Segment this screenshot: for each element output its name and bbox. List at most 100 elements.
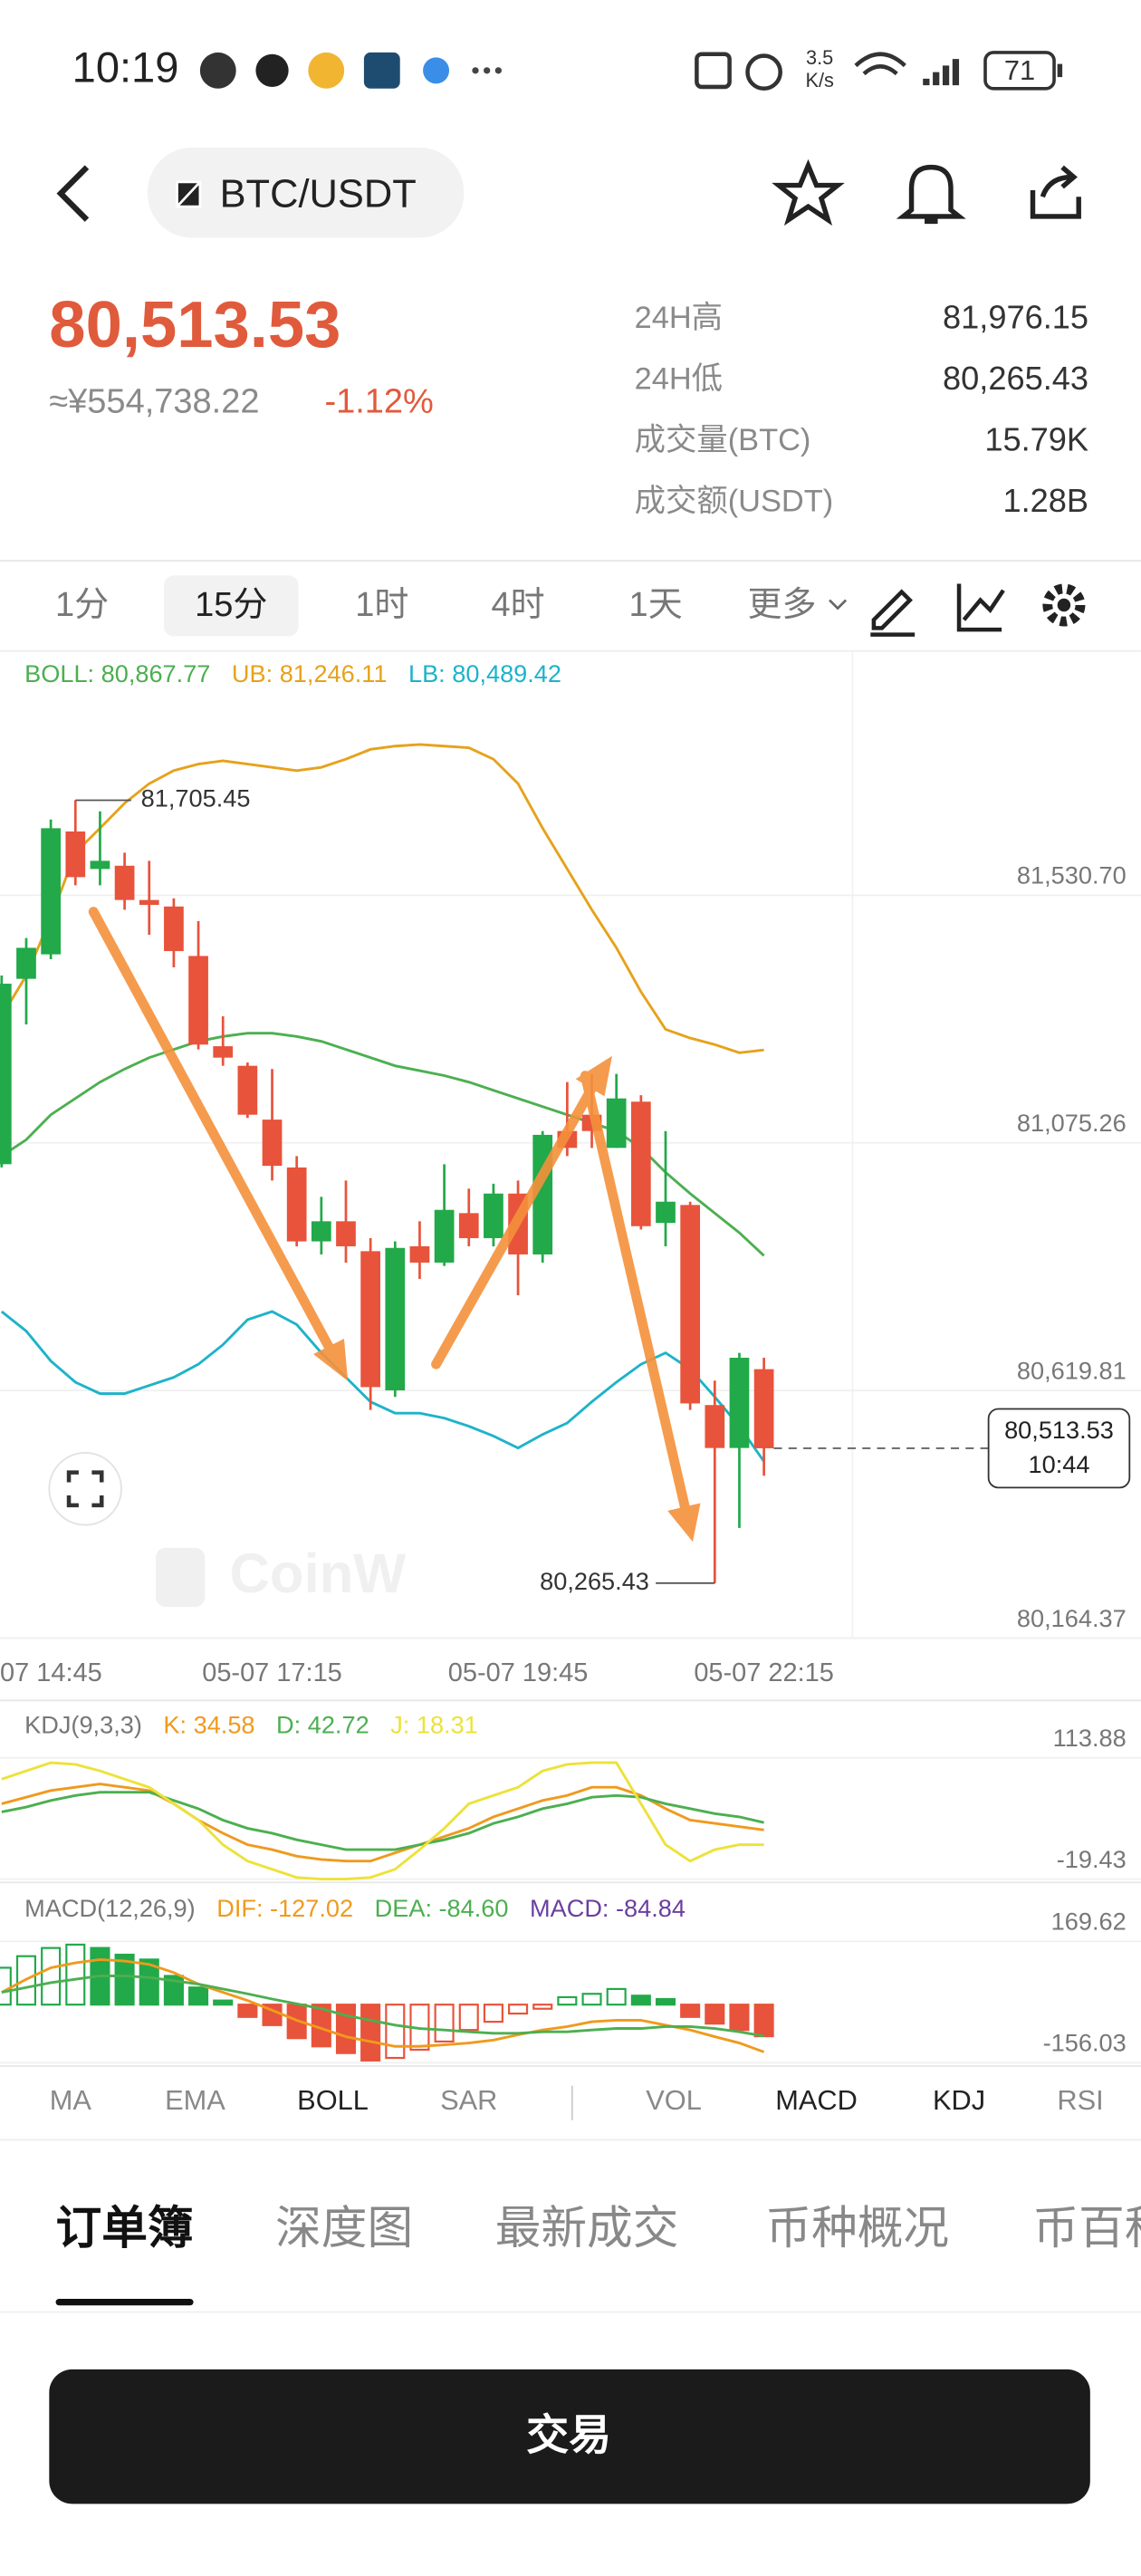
section-tab[interactable]: 币百科	[1033, 2202, 1141, 2254]
section-tab[interactable]: 订单簿	[56, 2202, 194, 2254]
indicator-tab[interactable]: EMA	[165, 2084, 225, 2116]
macd-bar	[213, 1999, 234, 2006]
app-icons	[199, 52, 502, 89]
interval-tab[interactable]: 更多	[748, 586, 817, 624]
share-button[interactable]	[1030, 165, 1081, 219]
settings-center	[1057, 598, 1071, 612]
trade-button[interactable]	[49, 2369, 1090, 2504]
legend-label: J: 18.31	[390, 1710, 478, 1738]
y-tick-label: -19.43	[1057, 1845, 1127, 1873]
indicator-tab[interactable]: VOL	[646, 2084, 702, 2116]
x-tick-label: 05-07 22:15	[694, 1658, 834, 1687]
last-price-box	[987, 1408, 1131, 1489]
favorite-button[interactable]	[772, 159, 845, 226]
indicator-tool[interactable]	[956, 583, 1005, 632]
macd-bar	[655, 1997, 676, 2006]
candle-body	[0, 984, 12, 1165]
indicator-tab[interactable]: KDJ	[933, 2084, 985, 2116]
trade-button-label[interactable]: 交易	[526, 2410, 611, 2458]
candle-body	[41, 828, 61, 955]
watermark: CoinW	[229, 1543, 407, 1605]
candle-body	[385, 1247, 406, 1391]
battery-tip	[1057, 63, 1063, 78]
candle-body	[484, 1193, 503, 1238]
interval-tab[interactable]: 4时	[491, 586, 544, 624]
candle-body	[237, 1065, 258, 1115]
price-change: -1.12%	[324, 382, 433, 420]
legend-label: LB: 80,489.42	[408, 659, 561, 687]
indicator-tab[interactable]: MA	[50, 2084, 92, 2116]
back-button[interactable]	[56, 165, 90, 222]
macd-bar	[581, 1993, 602, 2006]
macd-bar	[139, 1958, 159, 2006]
candle-body	[139, 899, 159, 906]
macd-bar	[483, 2004, 503, 2023]
section-tab[interactable]: 最新成交	[495, 2202, 679, 2254]
candle-body	[360, 1251, 381, 1388]
candle-body	[753, 1369, 774, 1448]
fullscreen-icon	[66, 1470, 104, 1508]
y-tick-label: -156.03	[1043, 2029, 1127, 2057]
net-speed: 3.5	[806, 46, 833, 69]
stat-label: 成交额(USDT)	[635, 485, 834, 519]
macd-bar	[606, 1987, 627, 2006]
candle-body	[213, 1046, 234, 1058]
candle-body	[630, 1101, 651, 1226]
candle-body	[458, 1213, 479, 1238]
candle-body	[434, 1209, 455, 1263]
indicator-title: MACD(12,26,9)	[24, 1894, 196, 1922]
fullscreen-button[interactable]	[48, 1452, 122, 1526]
alert-button[interactable]	[896, 164, 966, 225]
candle-body	[729, 1358, 750, 1448]
stat-label: 24H高	[635, 301, 723, 335]
section-tab-underline	[55, 2299, 194, 2306]
pair-name[interactable]: BTC/USDT	[220, 173, 417, 216]
macd-bar	[753, 2004, 774, 2038]
candle-body	[262, 1120, 283, 1167]
section-tab[interactable]: 深度图	[275, 2202, 413, 2254]
section-tab[interactable]: 币种概况	[765, 2202, 949, 2254]
battery	[983, 51, 1056, 91]
candle-body	[164, 906, 184, 952]
chart-layer: 24H高 81,976.15 24H低 80,265.43 成交量(BTC) 15.79K…	[0, 299, 1141, 2306]
indicator-tab[interactable]: RSI	[1057, 2084, 1103, 2116]
macd-bar	[0, 1966, 12, 2006]
macd-bar	[557, 1995, 578, 2006]
macd-bar	[163, 1975, 184, 2006]
macd-bar	[188, 1986, 209, 2006]
macd-bar	[335, 2004, 357, 2054]
interval-tab[interactable]: 1天	[629, 586, 683, 624]
interval-tab[interactable]: 1时	[355, 586, 408, 624]
net-speed-unit: K/s	[805, 69, 834, 91]
legend-label: UB: 81,246.11	[232, 659, 388, 687]
fiat-price: ≈¥554,738.22	[49, 382, 259, 420]
pair-selector[interactable]	[147, 147, 465, 238]
macd-bar	[114, 1953, 135, 2006]
legend-label: DEA: -84.60	[375, 1894, 509, 1922]
macd-bar	[705, 2004, 725, 2025]
pair-icon	[176, 180, 202, 208]
candle-body	[409, 1245, 430, 1263]
stat-value: 80,265.43	[943, 360, 1088, 397]
watermark-icon	[155, 1547, 206, 1608]
trend-arrows	[88, 907, 701, 1543]
x-tick-label: 05-07 17:15	[202, 1658, 342, 1687]
interval-tab[interactable]: 15分	[195, 586, 267, 624]
macd-bar	[434, 2004, 455, 2043]
legend-label: MACD: -84.84	[530, 1894, 686, 1922]
draw-tool[interactable]	[870, 589, 916, 637]
stat-label: 成交量(BTC)	[635, 423, 811, 457]
y-tick-label: 81,075.26	[1017, 1109, 1127, 1137]
settings-button[interactable]	[1042, 583, 1086, 627]
indicator-line	[1, 1761, 764, 1881]
indicator-tab[interactable]: MACD	[775, 2084, 858, 2116]
stat-value: 81,976.15	[943, 299, 1088, 336]
indicator-tab[interactable]: BOLL	[297, 2084, 369, 2116]
candle-body	[606, 1098, 627, 1149]
interval-tab[interactable]: 1分	[55, 586, 109, 624]
interval-selected-bg	[164, 575, 299, 637]
high-label: 81,705.45	[141, 784, 251, 812]
indicator-tab[interactable]: SAR	[440, 2084, 497, 2116]
